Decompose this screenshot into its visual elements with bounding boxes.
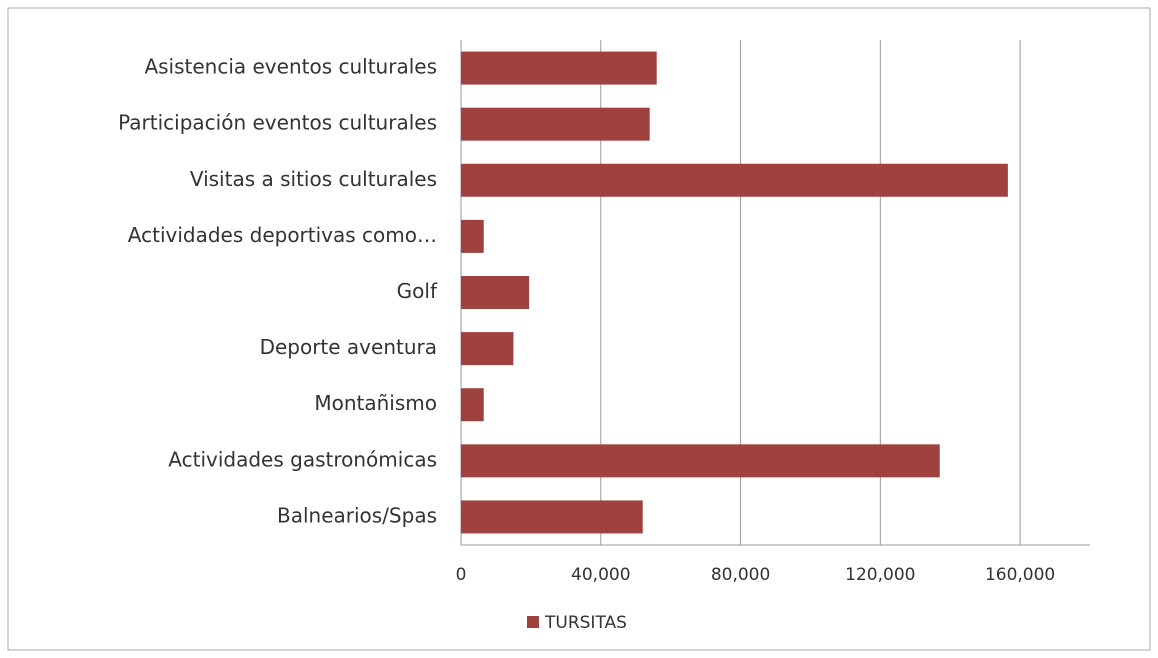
- x-tick-label: 160,000: [985, 565, 1055, 585]
- x-tick-label: 0: [456, 565, 467, 585]
- bar: [461, 500, 643, 534]
- bar: [461, 388, 484, 422]
- bar: [461, 107, 650, 141]
- legend-label: TURSITAS: [544, 613, 627, 633]
- y-tick-label: Participación eventos culturales: [118, 111, 437, 135]
- chart-frame: [7, 7, 1151, 651]
- y-tick-label: Actividades deportivas como…: [128, 223, 437, 247]
- y-tick-label: Asistencia eventos culturales: [144, 55, 437, 79]
- y-tick-label: Montañismo: [314, 391, 437, 415]
- x-tick-label: 80,000: [711, 565, 770, 585]
- bar: [461, 51, 657, 85]
- y-tick-label: Deporte aventura: [260, 335, 437, 359]
- x-tick-label: 40,000: [571, 565, 630, 585]
- bar: [461, 219, 484, 253]
- x-tick-label: 120,000: [845, 565, 915, 585]
- legend-swatch: [527, 616, 539, 628]
- y-tick-label: Actividades gastronómicas: [168, 447, 437, 471]
- y-tick-label: Balnearios/Spas: [277, 503, 437, 527]
- bar: [461, 163, 1008, 197]
- bar: [461, 276, 530, 309]
- y-tick-label: Golf: [397, 279, 438, 303]
- bar: [461, 332, 514, 366]
- bar: [461, 444, 940, 478]
- y-tick-label: Visitas a sitios culturales: [190, 167, 437, 191]
